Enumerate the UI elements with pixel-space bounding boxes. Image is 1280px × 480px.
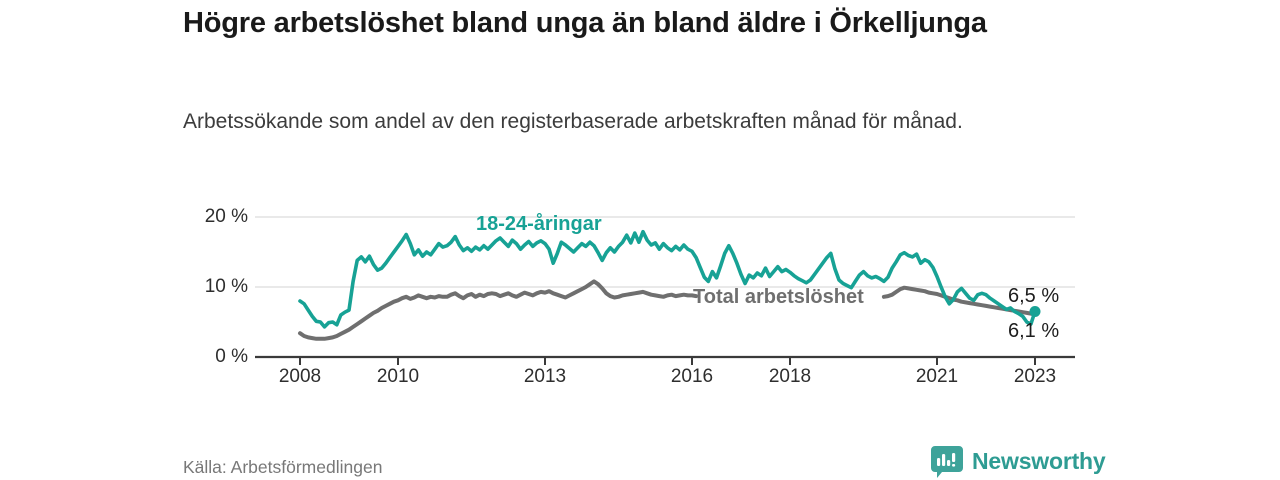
x-axis-label: 2021 (915, 366, 959, 387)
x-axis-label: 2018 (768, 366, 812, 387)
page-title: Högre arbetslöshet bland unga än bland ä… (183, 7, 987, 39)
x-axis-label: 2013 (523, 366, 567, 387)
series-label-youth: 18-24-åringar (476, 213, 602, 235)
y-axis-label: 0 % (215, 346, 248, 367)
series-end-dot (1029, 306, 1041, 317)
y-axis-label: 10 % (204, 276, 248, 297)
brand-name: Newsworthy (972, 448, 1106, 474)
end-value-label-total: 6,1 % (1008, 320, 1060, 342)
page-subtitle: Arbetssökande som andel av den registerb… (183, 110, 963, 133)
series-label-total: Total arbetslöshet (693, 286, 864, 308)
x-axis-label: 2023 (1013, 366, 1057, 387)
source-caption: Källa: Arbetsförmedlingen (183, 457, 383, 477)
series-line-youth (298, 229, 1037, 329)
x-axis-label: 2010 (376, 366, 420, 387)
x-axis-label: 2008 (278, 366, 322, 387)
newsworthy-logo: Newsworthy (930, 445, 1106, 478)
newsworthy-bars-icon (931, 446, 963, 478)
x-axis-label: 2016 (670, 366, 714, 387)
y-axis-label: 20 % (204, 206, 248, 227)
end-value-label-youth: 6,5 % (1008, 285, 1060, 307)
series-line-total (298, 279, 699, 341)
